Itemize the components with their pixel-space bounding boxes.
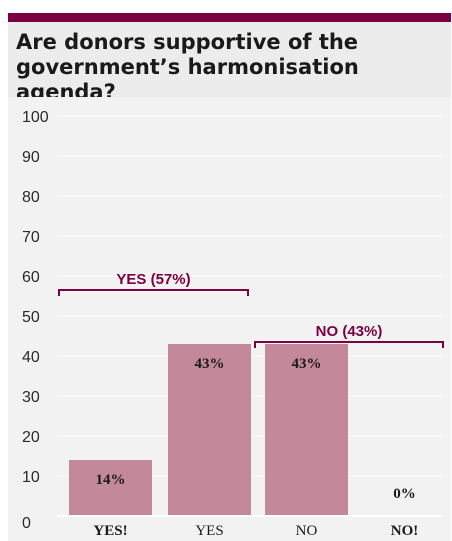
chart-header (8, 22, 451, 97)
group-bracket (254, 341, 444, 348)
y-tick-label: 60 (22, 269, 40, 286)
group-label: YES (57%) (116, 271, 190, 288)
group-bracket (58, 289, 249, 296)
y-tick-label: 30 (22, 389, 40, 406)
y-tick-label: 80 (22, 189, 40, 206)
x-tick-label: NO (296, 523, 318, 539)
bar (168, 344, 251, 516)
y-tick-label: 100 (22, 109, 49, 126)
title-accent-bar (8, 13, 451, 22)
bar (69, 460, 152, 516)
y-tick-label: 70 (22, 229, 40, 246)
group-label: NO (43%) (316, 323, 383, 340)
y-tick-label: 90 (22, 149, 40, 166)
data-label: 14% (96, 472, 126, 488)
data-label: 43% (292, 356, 322, 372)
y-tick-label: 40 (22, 349, 40, 366)
bar (265, 344, 348, 516)
y-tick-label: 50 (22, 309, 40, 326)
data-label: 43% (195, 356, 225, 372)
x-tick-label: NO! (391, 523, 419, 539)
y-tick-label: 10 (22, 469, 40, 486)
x-tick-label: YES (195, 523, 223, 539)
y-tick-label: 20 (22, 429, 40, 446)
x-tick-label: YES! (93, 523, 127, 539)
y-tick-label: 0 (22, 515, 31, 532)
data-label: 0% (393, 486, 416, 502)
